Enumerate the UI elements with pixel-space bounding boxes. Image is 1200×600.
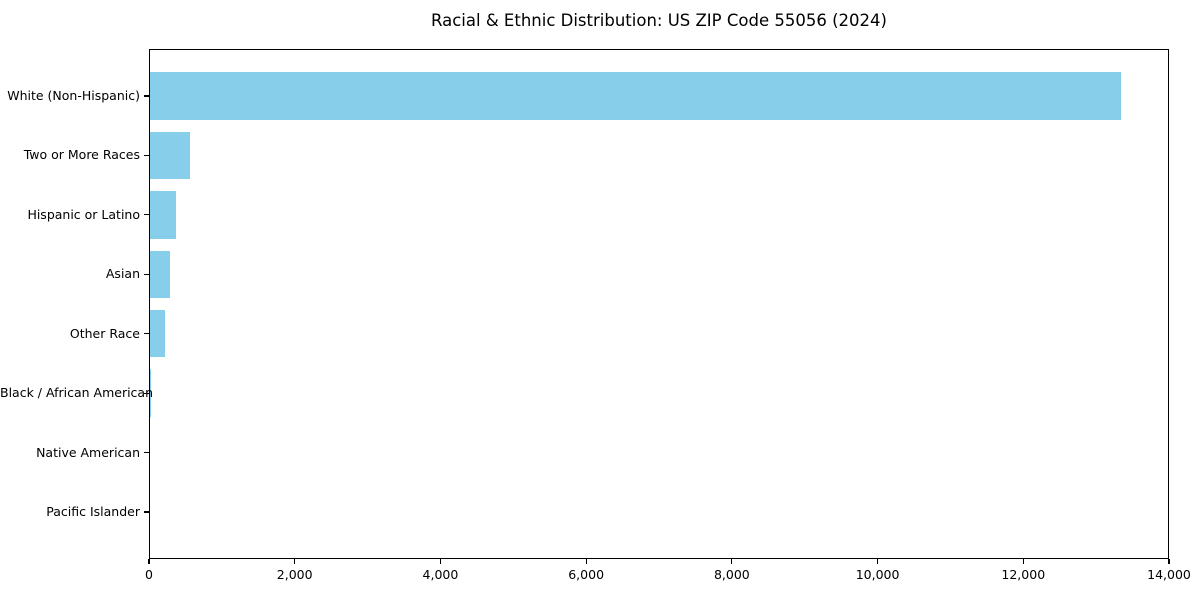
bar-black-african-american: [150, 369, 151, 417]
y-tick-mark: [144, 333, 149, 335]
x-tick-mark: [731, 559, 733, 564]
y-tick-mark: [144, 452, 149, 454]
x-tick-mark: [1022, 559, 1024, 564]
x-tick-mark: [148, 559, 150, 564]
bar-asian: [150, 250, 171, 299]
bar-hispanic-or-latino: [150, 191, 177, 239]
y-tick-mark: [144, 392, 149, 394]
y-tick-label: White (Non-Hispanic): [7, 87, 140, 103]
x-tick-mark: [1168, 559, 1170, 564]
bar-other-race: [150, 309, 165, 358]
y-tick-mark: [144, 154, 149, 156]
bar-two-or-more-races: [150, 131, 190, 180]
y-tick-label: Black / African American: [0, 385, 154, 401]
y-tick-label: Native American: [36, 444, 140, 460]
plot-area: [149, 49, 1169, 559]
y-tick-label: Asian: [105, 266, 140, 282]
y-tick-mark: [144, 214, 149, 216]
y-tick-label: Hispanic or Latino: [27, 206, 140, 222]
x-tick-label: 6,000: [568, 567, 605, 582]
x-tick-label: 14,000: [1147, 567, 1191, 582]
x-tick-mark: [439, 559, 442, 564]
x-tick-label: 4,000: [422, 567, 459, 582]
x-tick-label: 0: [145, 567, 153, 582]
x-tick-mark: [876, 559, 879, 564]
y-tick-mark: [144, 95, 149, 97]
x-tick-label: 12,000: [1001, 567, 1046, 582]
x-tick-mark: [294, 559, 296, 564]
bar-white-non-hispanic-: [150, 72, 1122, 120]
y-tick-label: Two or More Races: [23, 147, 140, 163]
y-tick-mark: [144, 511, 149, 513]
x-tick-label: 10,000: [855, 567, 900, 582]
x-tick-label: 2,000: [276, 567, 313, 582]
chart-title: Racial & Ethnic Distribution: US ZIP Cod…: [431, 11, 887, 30]
x-tick-mark: [585, 559, 587, 564]
y-tick-label: Other Race: [69, 325, 140, 341]
y-tick-mark: [144, 273, 149, 275]
x-tick-label: 8,000: [713, 567, 750, 582]
y-tick-label: Pacific Islander: [46, 504, 140, 520]
